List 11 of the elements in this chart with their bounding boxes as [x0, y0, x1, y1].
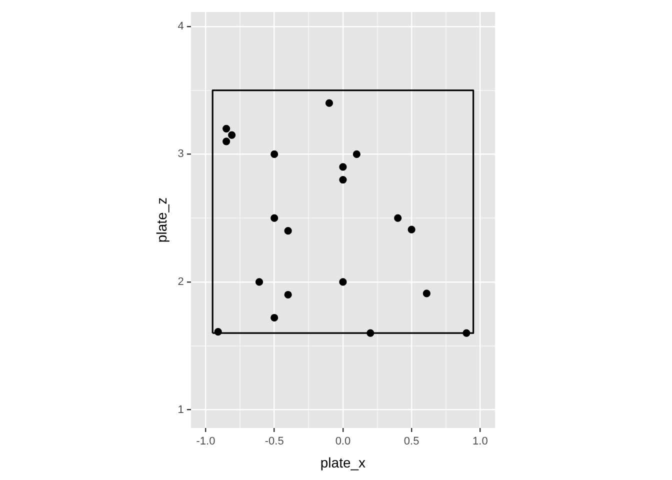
- y-tick-label: 4: [178, 20, 184, 32]
- x-tick-label: 0.0: [335, 436, 351, 448]
- y-tick-label: 1: [178, 404, 184, 416]
- y-axis-title: plate_z: [153, 197, 170, 243]
- y-tick-label: 2: [178, 276, 184, 288]
- x-tick-label: 0.5: [404, 436, 420, 448]
- y-tick-label: 3: [178, 148, 184, 160]
- x-tick-label: -0.5: [264, 436, 284, 448]
- x-tick-label: 1.0: [472, 436, 488, 448]
- x-tick-label: -1.0: [196, 436, 216, 448]
- x-axis-title: plate_x: [320, 454, 366, 470]
